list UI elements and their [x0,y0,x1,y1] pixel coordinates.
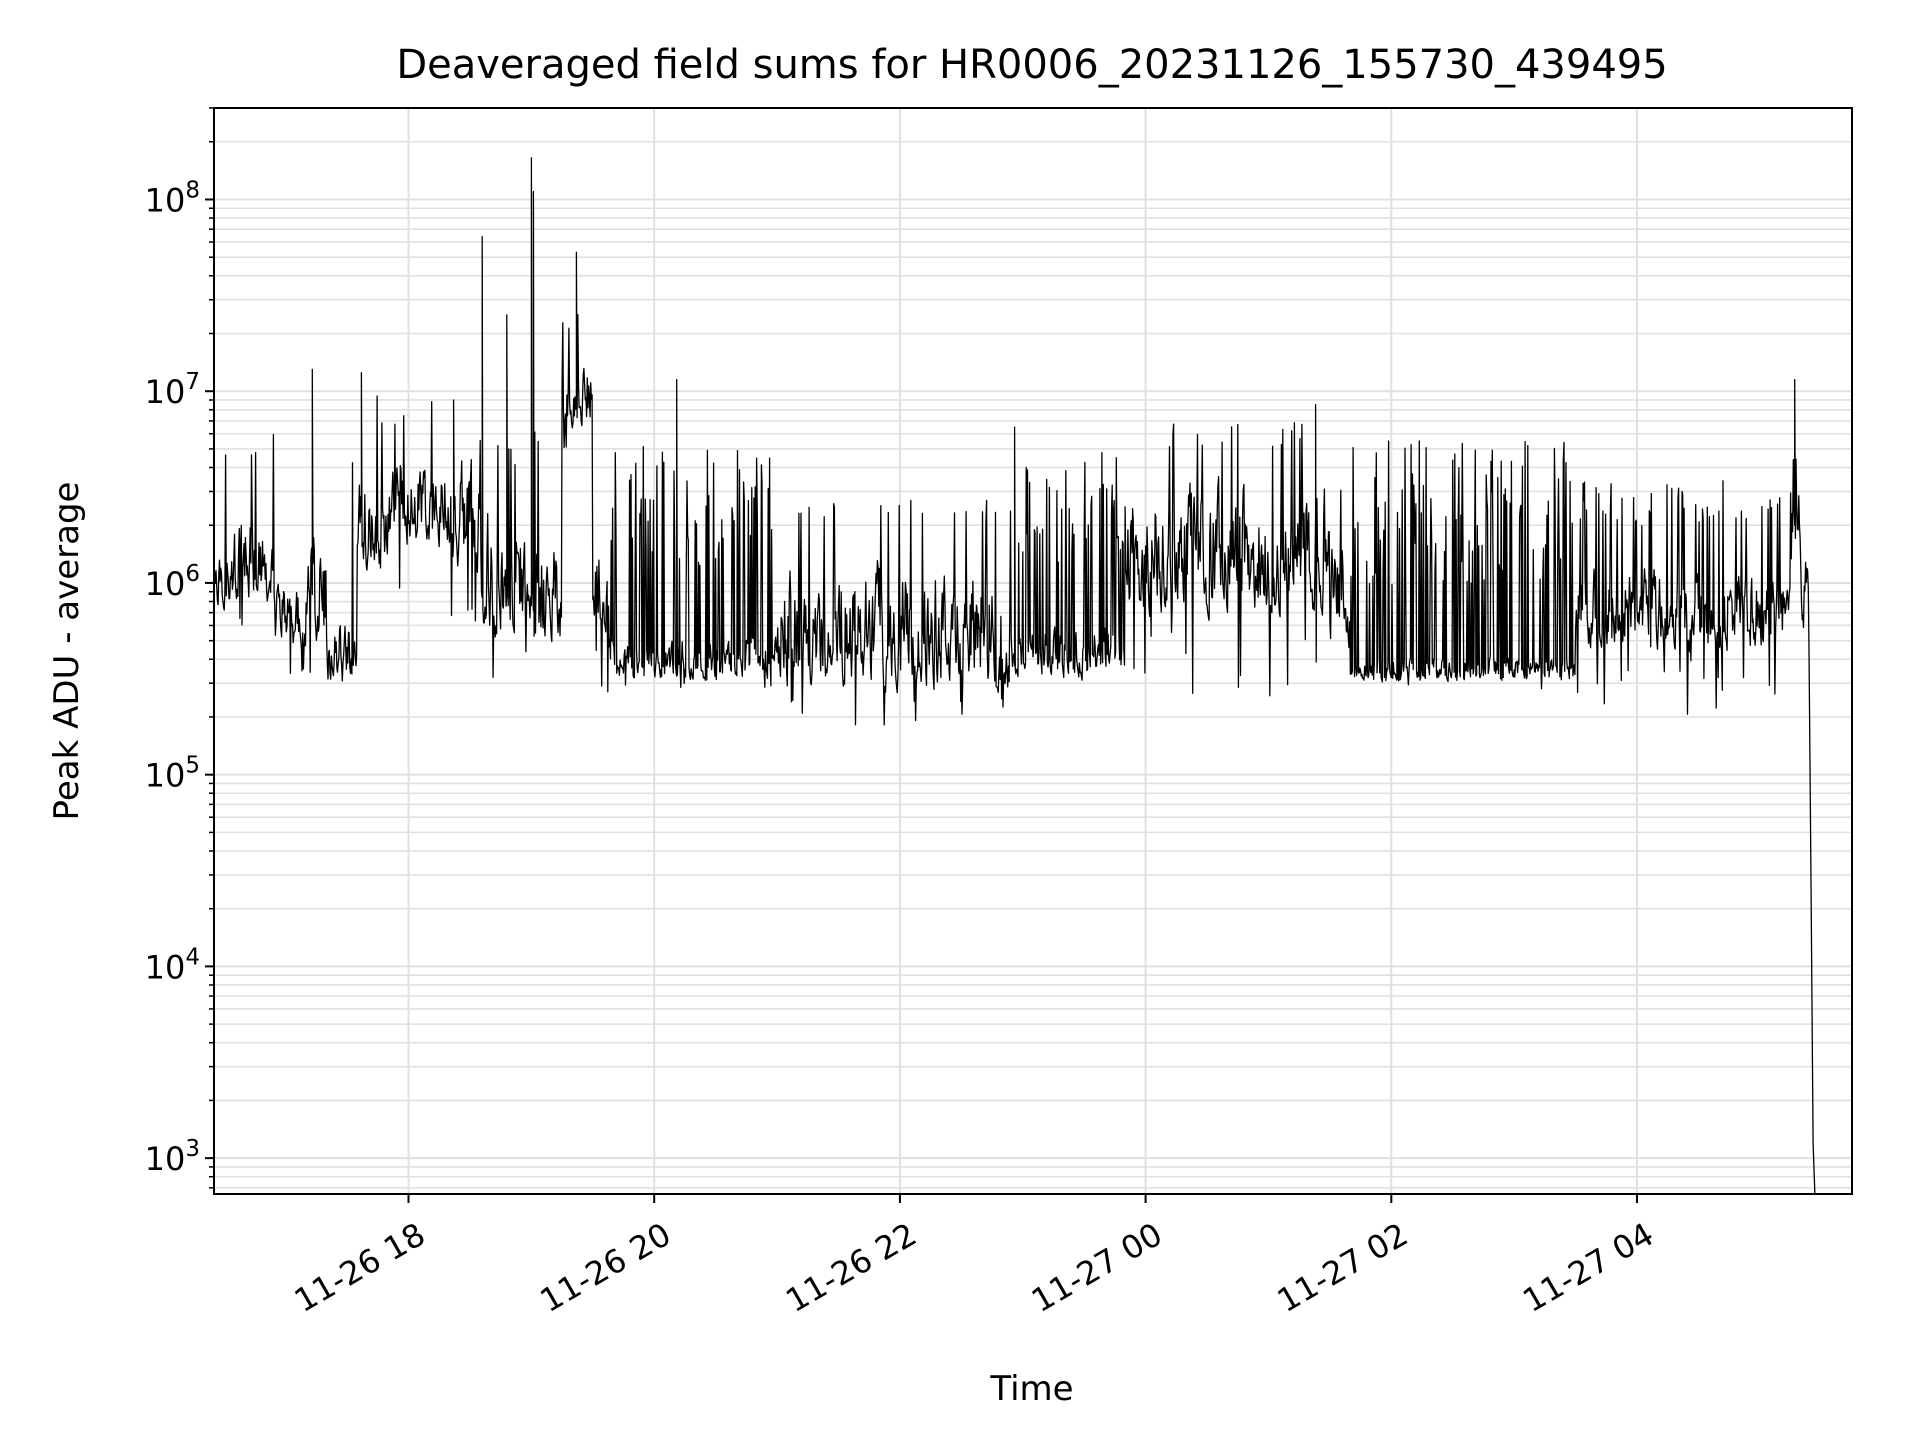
grid [214,107,1852,1194]
y-tick-label: 105 [145,753,200,795]
chart-title: Deaveraged field sums for HR0006_2023112… [396,42,1667,88]
y-tick-label: 107 [145,369,200,411]
series-line [214,157,1816,1194]
y-axis-title: Peak ADU - average [47,482,87,821]
y-tick-label: 103 [145,1136,200,1178]
y-tick-label: 104 [145,944,200,986]
y-tick-label: 106 [145,561,200,603]
plot-frame [213,107,1853,1195]
y-axis: 103 104 105 106 107 108 [145,107,214,1189]
x-axis-title: Time [989,1369,1073,1409]
y-tick-label: 108 [145,177,200,219]
